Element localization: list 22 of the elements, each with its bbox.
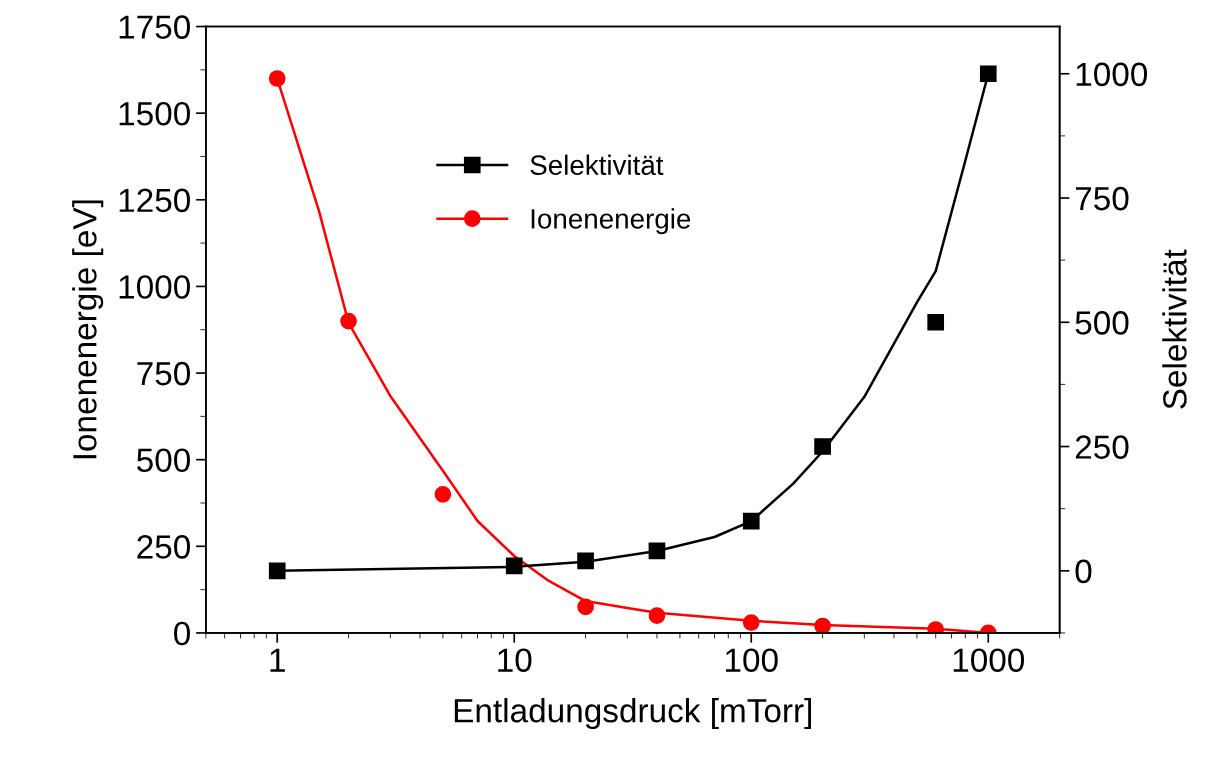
y-axis-title: Ionenenergie [eV] xyxy=(72,200,104,459)
y-tick-label: 750 xyxy=(137,361,190,386)
x-tick-label: 100 xyxy=(725,648,778,672)
y-tick-label: 1750 xyxy=(119,15,190,39)
y-tick-label: 1250 xyxy=(119,188,190,213)
x-axis-title: Entladungsdruck [mTorr] xyxy=(454,698,812,730)
y2-tick-label: 1000 xyxy=(1076,62,1148,87)
y2-tick-label: 250 xyxy=(1075,435,1129,459)
y-tick-label: 500 xyxy=(137,448,190,473)
y2-tick-label: 750 xyxy=(1075,186,1129,211)
y-tick-label: 1500 xyxy=(119,101,190,126)
y-tick-label: 1000 xyxy=(119,275,190,299)
x-tick-label: 1000 xyxy=(953,648,1025,672)
y2-tick-label: 500 xyxy=(1075,311,1129,335)
y2-axis-title: Selektivität xyxy=(1162,249,1187,409)
legend-label: Selektivität xyxy=(530,154,664,176)
x-tick-label: 1 xyxy=(270,648,285,672)
y-tick-label: 250 xyxy=(137,535,190,559)
y2-tick-label: 0 xyxy=(1075,559,1092,584)
legend-label: Ionenenergie xyxy=(531,208,691,235)
y-tick-label: 0 xyxy=(174,621,190,646)
x-tick-label: 10 xyxy=(498,648,532,672)
